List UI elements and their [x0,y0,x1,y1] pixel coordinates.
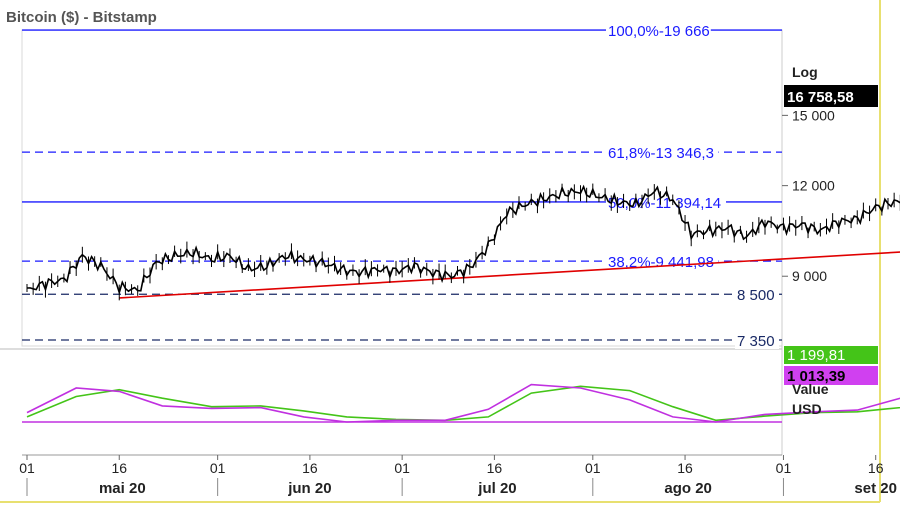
support-label-bg-0 [735,285,779,304]
trendline-segment [119,251,900,299]
x-tick-label-7: 16 [677,460,693,476]
support-label-0: 8 500 [737,287,775,304]
x-axis: 0116011601160116011601160116011601mai 20… [19,454,897,497]
x-tick-label-0: 01 [19,460,35,476]
purple-value-label: 1 013,39 [787,368,845,385]
fib-label-0: 100,0%-19 666 [608,23,710,40]
last-price-badge [784,85,878,107]
month-label-1: jun 20 [287,480,331,497]
y-tick-label-1: 12 000 [792,178,835,194]
fib-label-3: 38,2%-9 441,98 [608,254,714,271]
fib-label-1: 61,8%-13 346,3 [608,145,714,162]
support-label-bg-1 [735,331,779,349]
price-series [26,183,900,301]
indicator-series-1 [26,383,900,423]
month-label-0: mai 20 [99,480,146,497]
indicator-label: Value USD [792,381,832,417]
chart-title: Bitcoin ($) - Bitstamp [6,9,157,26]
y-axis-ticks: 9 000 12 000 15 000 [782,107,835,284]
support-label-1: 7 350 [737,333,775,350]
x-tick-label-2: 01 [210,460,226,476]
x-tick-label-3: 16 [302,460,318,476]
scale-label: Log [792,64,818,80]
fib-label-bg-3 [606,252,719,271]
x-tick-label-9: 16 [868,460,884,476]
y-tick-label-0: 9 000 [792,268,827,284]
month-label-4: set 20 [854,480,897,497]
green-value-label: 1 199,81 [787,347,845,364]
indicator-panel [22,383,900,423]
last-price-label: 16 758,58 [787,89,854,106]
green-value-badge [784,346,878,364]
fib-label-bg-1 [606,143,719,162]
purple-value-badge [784,366,878,385]
support-levels: 8 500 7 350 [22,285,782,350]
x-tick-label-5: 16 [487,460,503,476]
x-tick-label-6: 01 [585,460,601,476]
x-tick-label-4: 01 [394,460,410,476]
indicator-label-line1: Value [792,381,829,397]
fib-label-2: 50,0%-11 394,14 [608,195,721,212]
month-label-2: jul 20 [477,480,516,497]
indicator-label-line2: USD [792,401,822,417]
x-tick-label-8: 01 [776,460,792,476]
trendline [119,251,900,299]
x-tick-label-1: 16 [111,460,127,476]
y-tick-label-2: 15 000 [792,107,835,123]
month-label-3: ago 20 [664,480,712,497]
indicator-series-0 [26,385,900,422]
fib-label-bg-0 [606,21,711,40]
